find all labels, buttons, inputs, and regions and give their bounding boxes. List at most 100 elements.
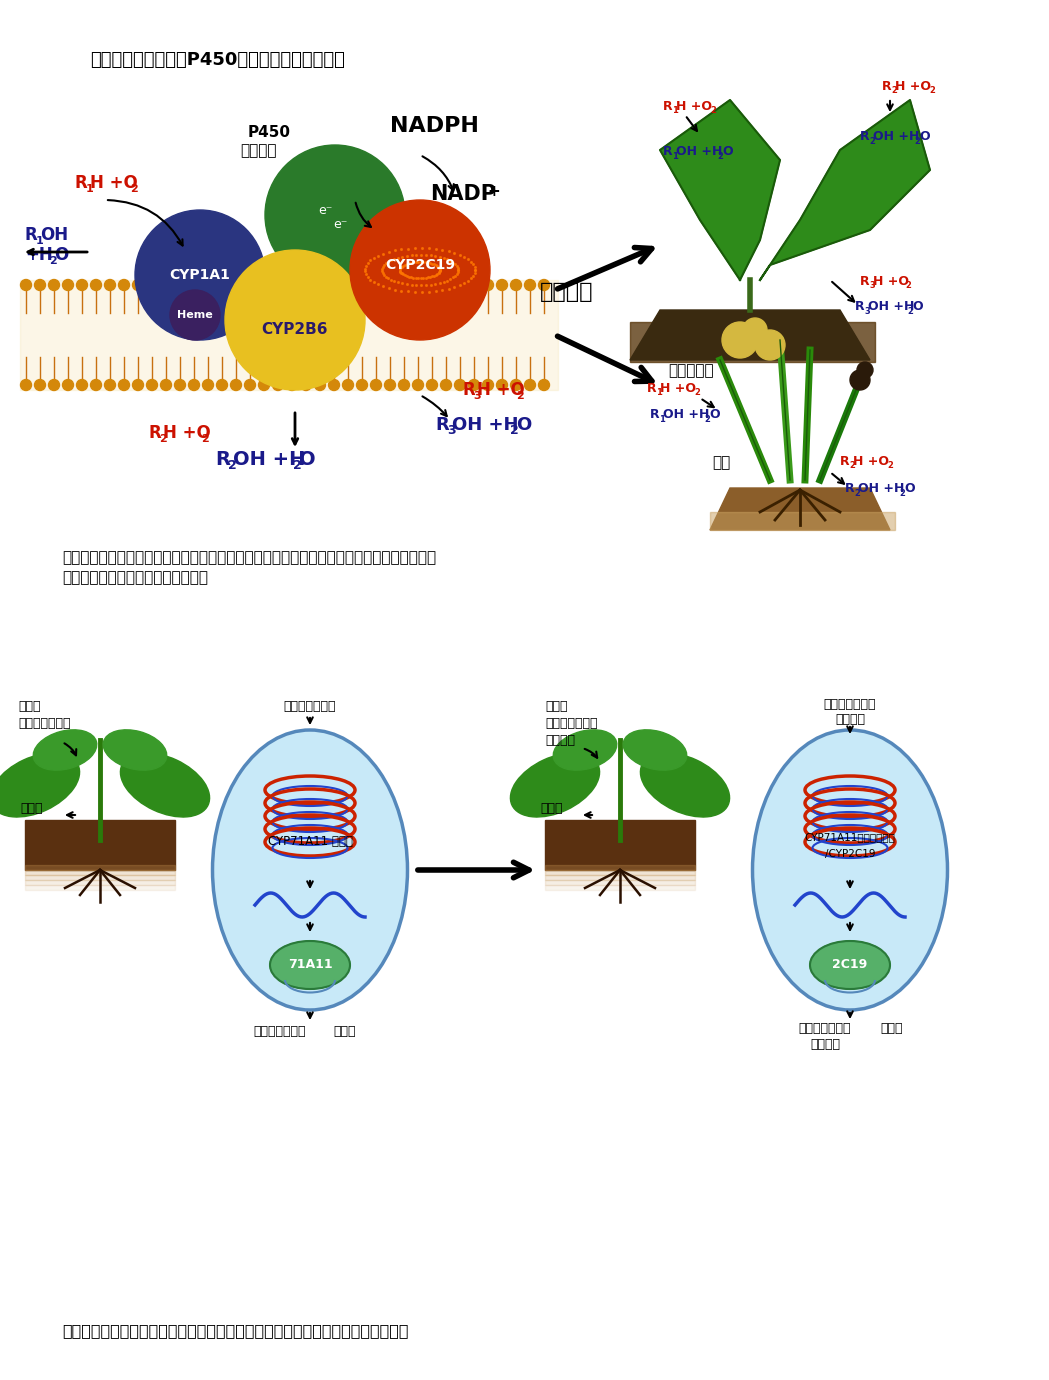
- Circle shape: [35, 380, 45, 391]
- Circle shape: [315, 380, 325, 391]
- Text: 2: 2: [710, 106, 715, 115]
- Circle shape: [265, 145, 405, 286]
- Text: 2: 2: [905, 282, 911, 290]
- Circle shape: [469, 280, 479, 291]
- Text: 2: 2: [854, 489, 860, 498]
- Text: O: O: [904, 482, 915, 495]
- Circle shape: [160, 280, 171, 291]
- Text: e⁻: e⁻: [318, 203, 333, 217]
- Text: OH +H: OH +H: [676, 145, 723, 157]
- Circle shape: [483, 380, 493, 391]
- Text: 形質転換: 形質転換: [540, 282, 594, 302]
- Text: 2: 2: [869, 137, 875, 146]
- Circle shape: [722, 322, 758, 357]
- Text: R: R: [650, 408, 660, 421]
- Ellipse shape: [511, 753, 600, 817]
- Text: 2: 2: [293, 460, 302, 472]
- Circle shape: [174, 380, 186, 391]
- Text: Heme: Heme: [177, 310, 213, 320]
- Circle shape: [77, 280, 87, 291]
- Text: 2: 2: [201, 433, 209, 444]
- Ellipse shape: [752, 730, 947, 1010]
- Text: R: R: [435, 415, 449, 433]
- Circle shape: [174, 280, 186, 291]
- Bar: [545, 880, 695, 885]
- Text: 2: 2: [516, 391, 523, 402]
- Circle shape: [850, 370, 870, 391]
- Text: H +O: H +O: [163, 424, 211, 442]
- Circle shape: [343, 380, 354, 391]
- Circle shape: [857, 362, 873, 378]
- Text: OH +H: OH +H: [868, 299, 915, 313]
- Text: 3: 3: [864, 306, 870, 316]
- Bar: [25, 885, 175, 890]
- Ellipse shape: [640, 753, 730, 817]
- Text: 2: 2: [49, 257, 57, 266]
- Bar: [25, 875, 175, 880]
- Circle shape: [90, 380, 102, 391]
- Ellipse shape: [34, 730, 97, 770]
- Bar: [20, 280, 558, 391]
- Circle shape: [147, 380, 157, 391]
- Ellipse shape: [213, 730, 407, 1010]
- Text: R: R: [860, 275, 870, 288]
- Text: R: R: [25, 226, 38, 244]
- Circle shape: [63, 280, 73, 291]
- Text: H +O: H +O: [873, 275, 909, 288]
- Circle shape: [189, 380, 199, 391]
- Text: 2: 2: [228, 460, 237, 472]
- Text: 2: 2: [718, 152, 723, 161]
- Circle shape: [427, 380, 437, 391]
- Text: 除草剤: 除草剤: [18, 700, 41, 713]
- Text: クロロトルロン: クロロトルロン: [798, 1023, 851, 1035]
- Bar: [545, 820, 695, 869]
- Text: +H: +H: [25, 246, 52, 264]
- Circle shape: [357, 380, 367, 391]
- Text: 肝臓のチトクロームP450モノオキシゲナーゼ系: 肝臓のチトクロームP450モノオキシゲナーゼ系: [90, 51, 345, 69]
- Text: 2: 2: [849, 461, 855, 471]
- Text: クロロトルロン: クロロトルロン: [18, 718, 70, 730]
- Polygon shape: [630, 310, 870, 360]
- Text: クロロトルロン: クロロトルロン: [545, 718, 598, 730]
- Ellipse shape: [270, 941, 350, 989]
- Circle shape: [77, 380, 87, 391]
- Ellipse shape: [553, 730, 617, 770]
- Text: 1: 1: [672, 106, 678, 115]
- Circle shape: [357, 280, 367, 291]
- Circle shape: [370, 380, 382, 391]
- Circle shape: [224, 250, 365, 391]
- Circle shape: [300, 380, 312, 391]
- Text: H +O: H +O: [477, 381, 524, 399]
- Text: 1: 1: [656, 388, 662, 397]
- Text: R: R: [663, 99, 672, 113]
- Circle shape: [385, 280, 395, 291]
- Text: R: R: [845, 482, 855, 495]
- Text: H +O: H +O: [853, 455, 889, 468]
- Text: 2: 2: [694, 388, 700, 397]
- Circle shape: [105, 380, 115, 391]
- Text: CYP1A1: CYP1A1: [170, 268, 231, 282]
- Text: O: O: [722, 145, 732, 157]
- Text: NADP: NADP: [430, 184, 496, 204]
- Circle shape: [132, 280, 144, 291]
- Circle shape: [441, 380, 451, 391]
- Text: R: R: [860, 130, 870, 144]
- Text: CYP2B6: CYP2B6: [262, 323, 328, 338]
- Text: 2: 2: [159, 433, 167, 444]
- Circle shape: [105, 280, 115, 291]
- Text: CYP2C19: CYP2C19: [385, 258, 455, 272]
- Circle shape: [202, 380, 214, 391]
- Circle shape: [21, 280, 31, 291]
- Circle shape: [258, 380, 270, 391]
- Text: シマジン: シマジン: [545, 734, 575, 747]
- Circle shape: [328, 380, 340, 391]
- Text: クロロトルロン: クロロトルロン: [283, 700, 337, 713]
- Text: e⁻: e⁻: [333, 218, 347, 232]
- Text: 図２　植物の薬物代謝酵素遺伝子を利用した外来性異物代謝・分解用植物の作出: 図２ 植物の薬物代謝酵素遺伝子を利用した外来性異物代謝・分解用植物の作出: [62, 1323, 408, 1339]
- Circle shape: [160, 380, 171, 391]
- Circle shape: [399, 380, 409, 391]
- Circle shape: [35, 280, 45, 291]
- Polygon shape: [660, 99, 780, 280]
- Circle shape: [286, 380, 298, 391]
- Text: 代謝物: 代謝物: [334, 1025, 357, 1038]
